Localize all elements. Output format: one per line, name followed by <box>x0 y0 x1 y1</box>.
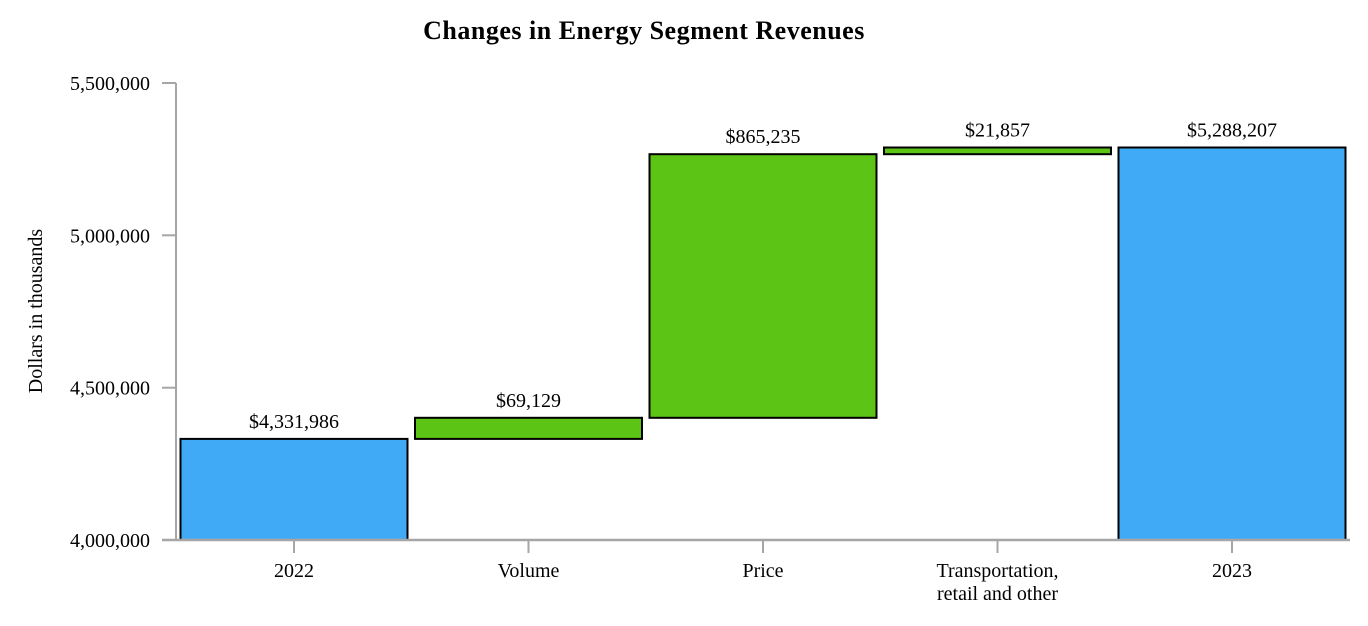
x-axis-tick-label: retail and other <box>937 583 1058 605</box>
x-axis-tick-label: Volume <box>498 560 560 582</box>
y-axis-tick-label: 5,500,000 <box>70 73 150 95</box>
bar-value-label: $4,331,986 <box>249 411 339 433</box>
y-axis-tick-label: 4,000,000 <box>70 530 150 552</box>
bar-value-label: $865,235 <box>726 126 801 148</box>
bar-2023 <box>1117 146 1347 541</box>
x-axis-tick-label: Transportation, <box>936 560 1058 582</box>
bar-2022 <box>179 437 409 541</box>
x-axis-tick-label: Price <box>742 560 783 582</box>
x-axis-tick-label: 2022 <box>274 560 314 582</box>
bar-volume <box>414 416 643 440</box>
y-axis-title: Dollars in thousands <box>25 228 47 394</box>
y-axis-tick-label: 5,000,000 <box>70 225 150 247</box>
bar-price <box>648 153 878 419</box>
bar-value-label: $69,129 <box>496 390 561 412</box>
x-axis-tick-label: 2023 <box>1212 560 1252 582</box>
bar-transportation-retail-and-other <box>883 146 1112 156</box>
chart-title: Changes in Energy Segment Revenues <box>423 16 865 45</box>
bar-value-label: $21,857 <box>965 120 1030 142</box>
bar-value-label: $5,288,207 <box>1187 120 1277 142</box>
y-axis-tick-label: 4,500,000 <box>70 378 150 400</box>
